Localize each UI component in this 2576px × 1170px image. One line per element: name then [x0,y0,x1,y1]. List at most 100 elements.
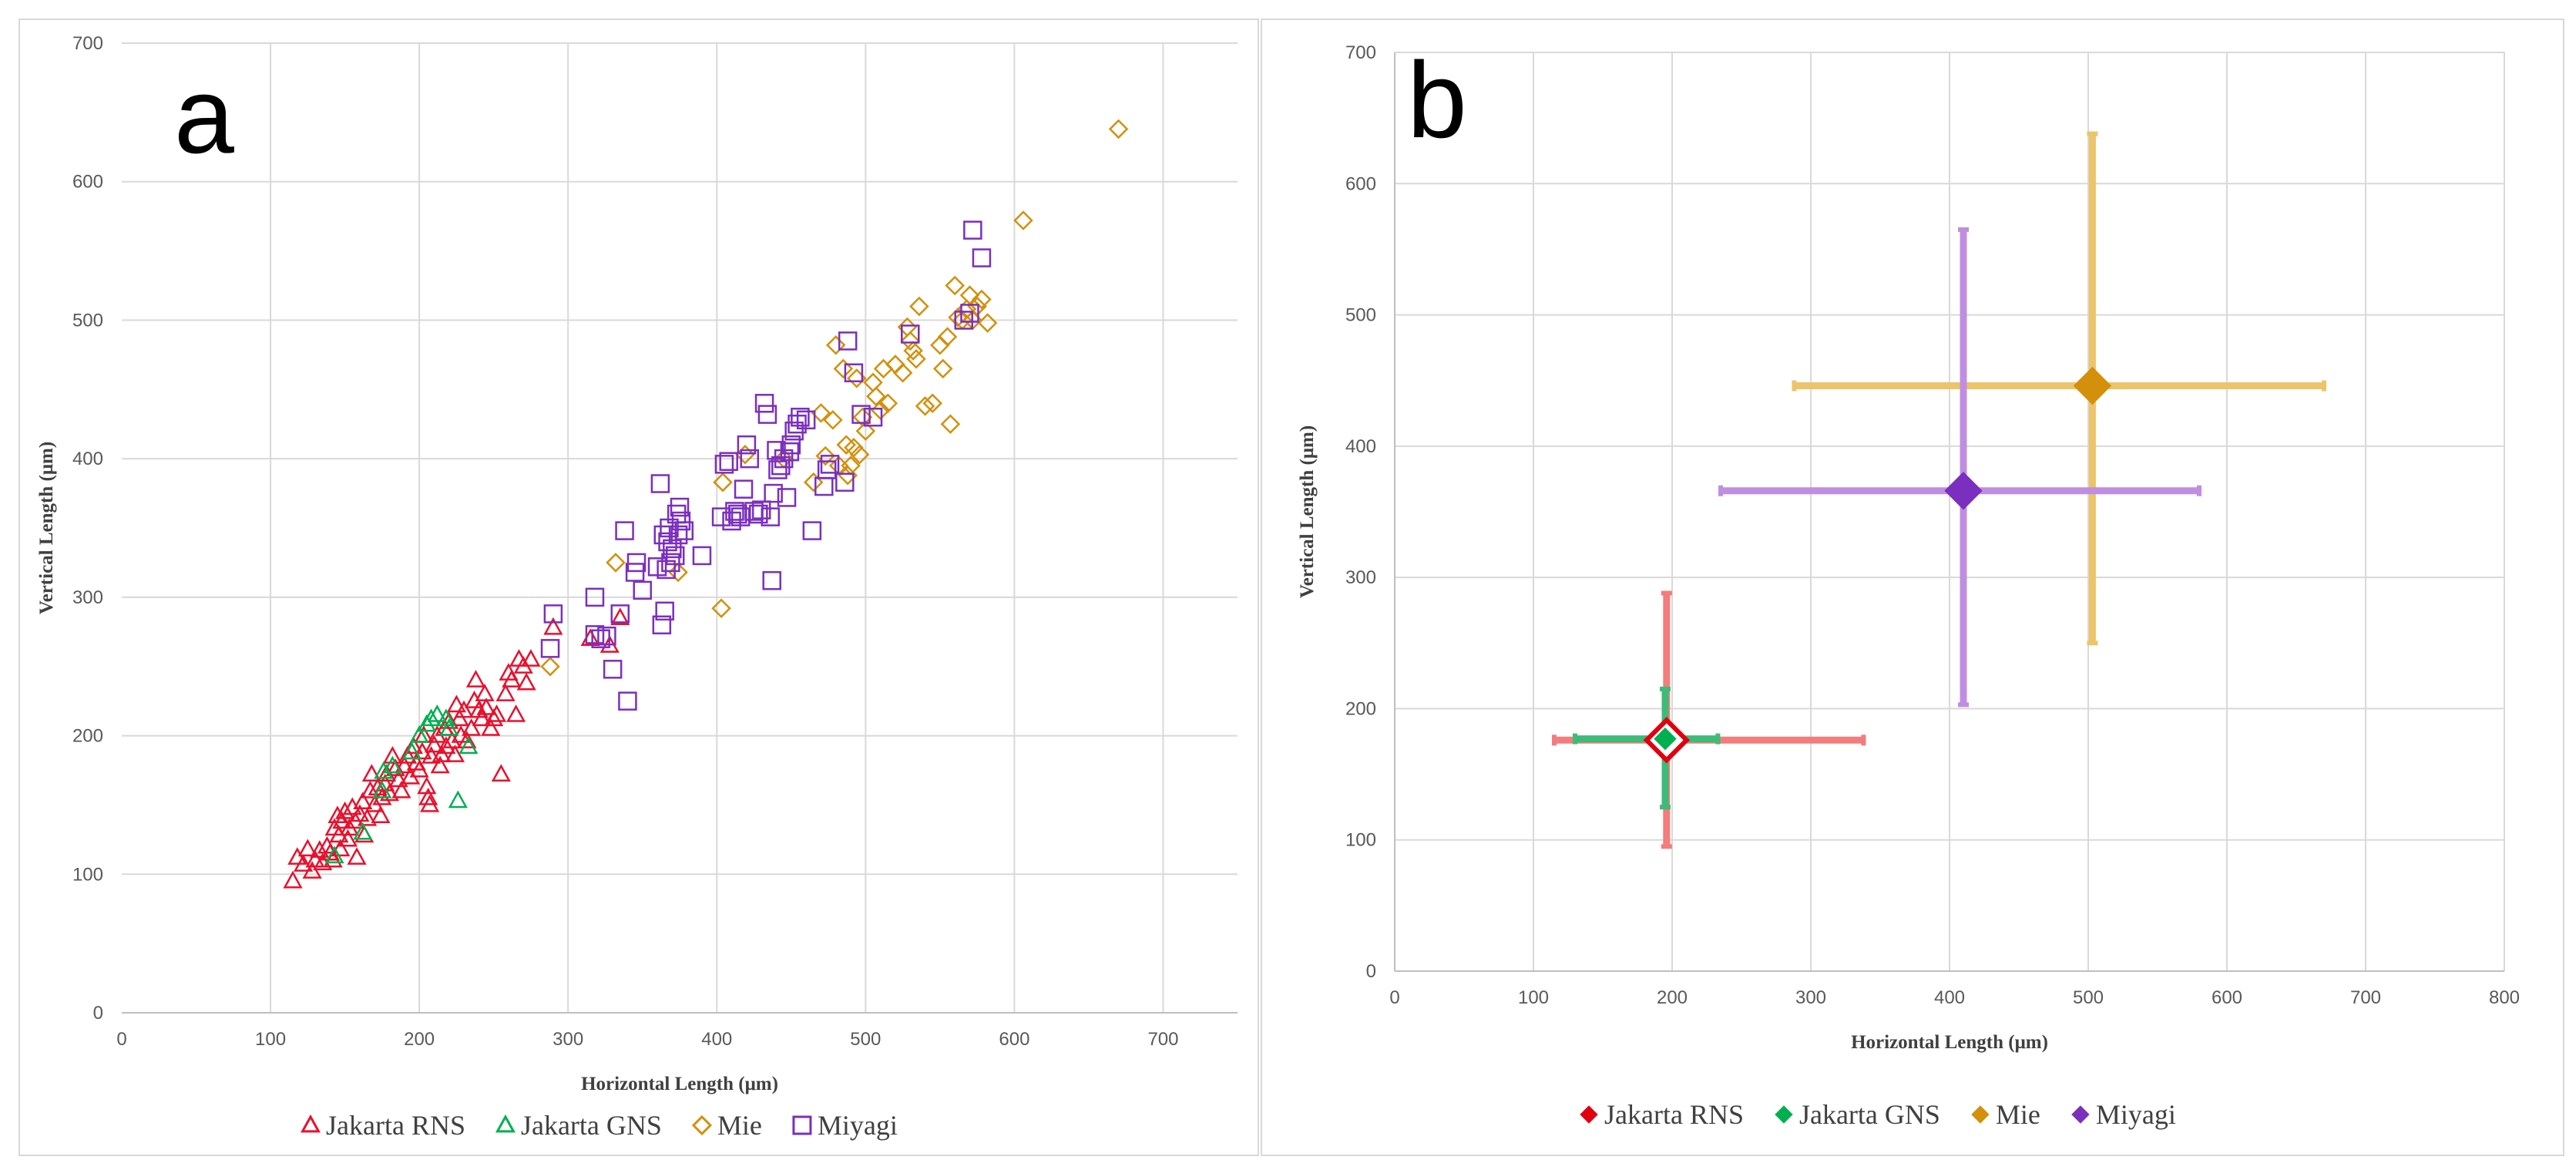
data-point [863,372,883,393]
y-axis-title: Vertical Length (μm) [36,442,57,614]
data-point [302,861,322,879]
data-point [427,704,447,722]
data-point [855,421,876,441]
data-point [665,546,685,566]
data-point [870,400,891,421]
data-point [436,736,456,755]
data-point [725,502,744,521]
legend-marker [495,1114,516,1133]
data-point [391,780,411,798]
data-point [331,839,351,857]
legend-label: Jakarta RNS [1604,1099,1744,1130]
data-point [825,335,846,355]
data-point [878,393,898,414]
data-point [844,437,864,458]
x-tick-label: 500 [850,1029,881,1050]
data-point [849,444,870,465]
data-point [585,587,605,607]
data-point [430,755,450,774]
data-point [658,532,677,552]
y-axis-title: Vertical Length (μm) [1297,425,1318,598]
data-point [462,718,482,736]
data-point [838,331,858,351]
data-point [449,708,469,727]
legend-marker [1971,1105,1990,1124]
y-tick-label: 500 [1345,305,1376,326]
data-point [906,348,926,369]
legend-label: Miyagi [818,1110,898,1141]
data-point [454,700,474,718]
data-point [940,414,961,434]
data-point [420,794,440,812]
gridlines [122,42,1238,1013]
data-point [671,511,691,531]
series-mie [1792,131,2326,646]
y-tick-label: 0 [93,1003,103,1024]
x-tick-label: 0 [1389,987,1399,1008]
data-point [737,435,757,455]
data-point [585,625,605,644]
legend-item: Mie [1971,1099,2040,1130]
data-point [692,546,712,566]
y-tick-label: 700 [1345,42,1376,63]
data-point [465,670,486,688]
data-point [502,670,522,688]
legend-marker [691,1115,713,1136]
series-mie [540,119,1129,677]
series-miyagi [1718,227,2202,708]
mean-marker [2073,366,2112,405]
data-point [714,455,734,474]
legend-item: Jakarta RNS [1580,1099,1744,1130]
data-point [310,840,330,858]
data-point [960,304,979,323]
plot-area [1552,131,2326,849]
data-point [543,604,563,624]
legend-label: Mie [717,1110,762,1141]
data-point [963,220,982,240]
x-tick-label: 400 [701,1029,732,1050]
data-point [945,275,965,296]
data-point [409,725,429,743]
data-point [457,731,477,748]
chart-panel-b: 0 100 200 300 400 500 600 700 800 0 100 200 300 400 50… [1261,18,2564,1156]
data-point [781,435,801,455]
data-point [668,562,688,583]
data-point [603,660,623,679]
data-point [357,808,378,826]
series-jakarta-rns [283,607,630,889]
data-point [521,649,541,667]
data-point [615,521,634,540]
legend-label: Mie [1996,1099,2040,1130]
legend-item: Miyagi [792,1110,898,1141]
data-point [633,580,652,600]
x-tick-label: 400 [1934,987,1965,1008]
x-tick-label: 700 [1147,1029,1178,1050]
y-tick-label: 700 [72,33,103,54]
data-point [332,811,352,829]
data-point [382,745,402,764]
data-point [516,672,536,691]
legend-label: Jakarta GNS [1799,1099,1940,1130]
y-tick-label: 100 [72,864,103,885]
data-point [959,285,980,305]
data-point [486,704,507,722]
legend-item: Jakarta RNS [301,1110,465,1141]
data-point [780,442,800,462]
data-point [655,601,674,621]
data-point [791,407,810,427]
data-point [815,445,835,466]
data-point [458,736,479,755]
data-point [418,787,438,805]
x-tick-label: 500 [2073,987,2104,1008]
data-point [475,684,495,701]
data-point [610,604,630,624]
data-point [734,479,754,499]
data-point [353,822,373,840]
legend: Jakarta RNS Jakarta GNS Mie Miyagi [1580,1099,2176,1130]
x-tick-label: 600 [999,1029,1029,1050]
data-point [937,327,958,347]
data-point [711,598,731,619]
data-point [796,410,816,430]
data-point [409,759,429,778]
mean-marker [1944,472,1983,510]
